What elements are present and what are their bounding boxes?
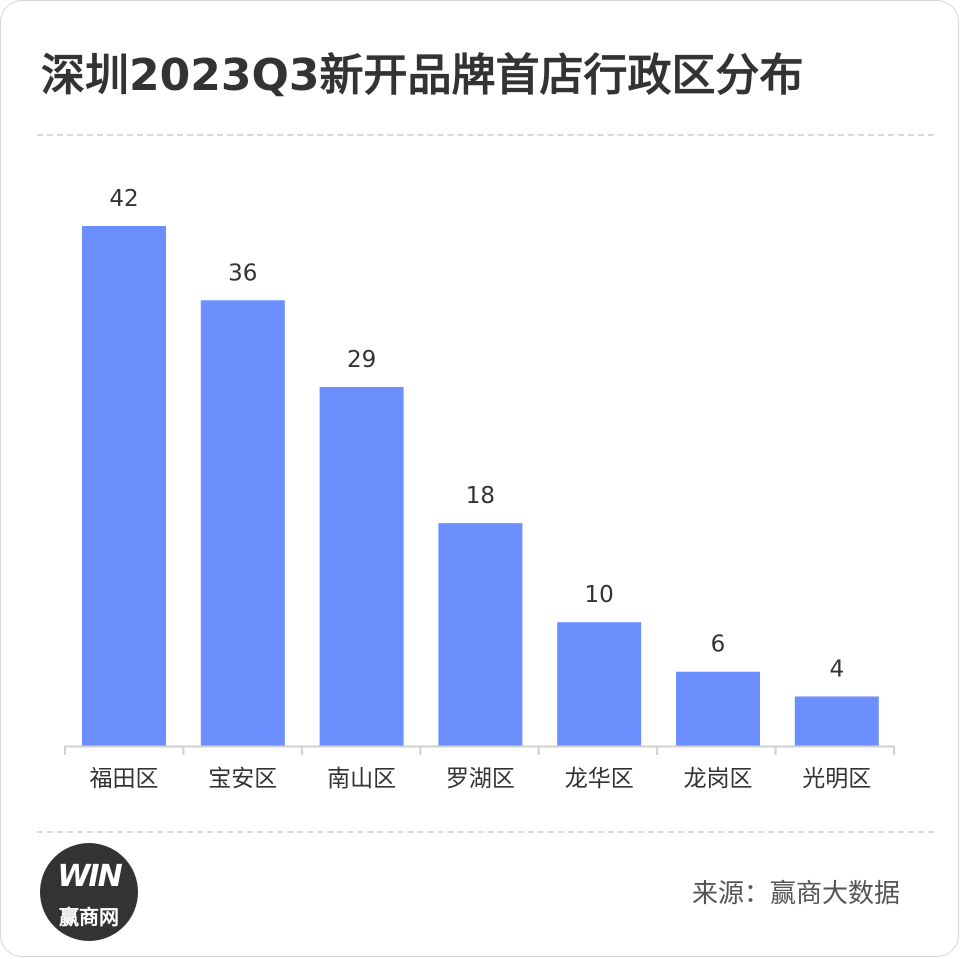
bar — [319, 386, 404, 746]
category-label: 龙华区 — [565, 766, 634, 792]
bar-value-label: 6 — [711, 632, 726, 658]
bar-value-label: 4 — [829, 656, 844, 682]
bar-value-label: 29 — [347, 347, 376, 373]
bar-value-label: 36 — [228, 260, 257, 286]
bar — [82, 226, 166, 746]
chart-title: 深圳2023Q3新开品牌首店行政区分布 — [41, 50, 804, 101]
category-label: 龙岗区 — [684, 766, 753, 792]
category-label: 光明区 — [802, 766, 871, 792]
category-label: 罗湖区 — [446, 766, 515, 792]
logo-mark: WIN — [57, 859, 122, 894]
title-divider — [37, 134, 934, 136]
bar — [438, 523, 523, 746]
category-label: 南山区 — [327, 766, 396, 792]
footer-divider — [37, 831, 934, 833]
bar-value-label: 18 — [466, 483, 495, 509]
bar — [557, 622, 642, 746]
bar-value-label: 10 — [585, 582, 614, 608]
bar-chart: 42 福田区 36 宝安区 29 南山区 18 罗湖区 10 龙华区 6 龙岗区 4 光明区 — [64, 186, 895, 792]
winshang-logo: WIN 赢商网 — [40, 843, 138, 941]
bar — [200, 300, 285, 746]
bar — [794, 696, 879, 746]
bar-value-label: 42 — [109, 186, 138, 212]
logo-text: 赢商网 — [59, 905, 119, 929]
category-label: 福田区 — [90, 766, 159, 792]
bar — [676, 671, 760, 746]
category-label: 宝安区 — [208, 766, 277, 792]
source-text: 来源：赢商大数据 — [691, 879, 900, 909]
